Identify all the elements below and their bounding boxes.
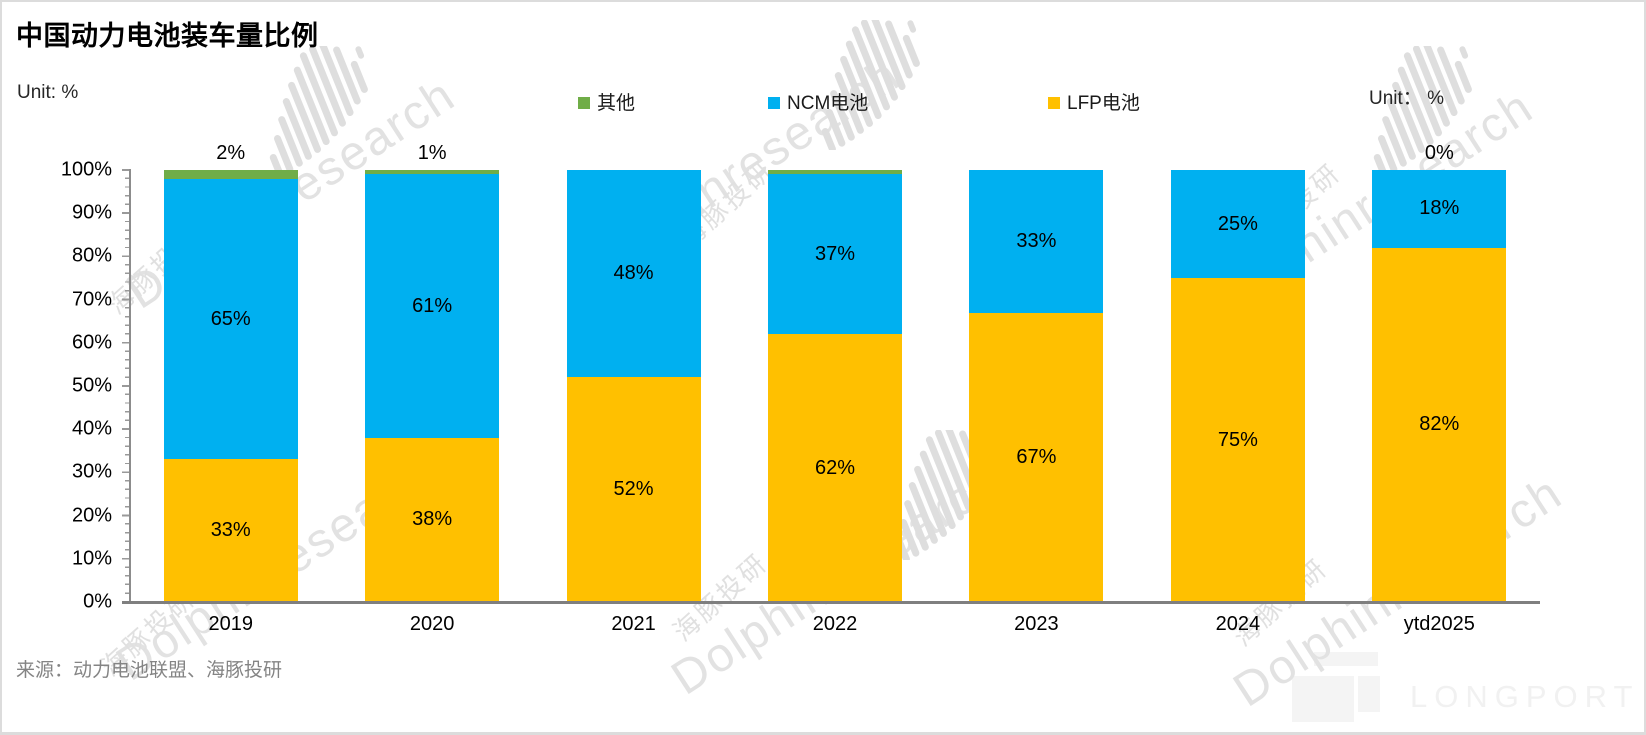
bar-segment-LFP电池-2021: 52% xyxy=(566,377,701,602)
longport-logo xyxy=(1292,652,1382,724)
x-category-label: 2023 xyxy=(1014,613,1059,635)
unit-label-left: Unit: % xyxy=(17,82,79,103)
x-category-label: 2021 xyxy=(611,613,656,635)
legend-label: LFP电池 xyxy=(1067,93,1140,114)
longport-logo-block xyxy=(1314,652,1378,666)
x-category-label: ytd2025 xyxy=(1403,613,1475,635)
longport-wordmark: LONGPORT xyxy=(1410,679,1640,714)
segment-value-label: 33% xyxy=(1016,229,1057,252)
bar-segment-NCM电池-2020: 61% xyxy=(365,174,500,438)
segment-value-label: 61% xyxy=(412,294,453,317)
segment-value-label: 75% xyxy=(1217,428,1258,451)
stacked-bar-2020: 61% 38% xyxy=(365,170,500,602)
segment-value-label: 37% xyxy=(814,242,856,265)
bar-segment-LFP电池-2019: 33% xyxy=(163,459,298,602)
legend-item: NCM电池 xyxy=(768,88,868,115)
legend-item: 其他 xyxy=(578,88,635,115)
segment-value-label: 38% xyxy=(412,508,453,531)
segment-value-label: 48% xyxy=(613,262,654,285)
stacked-bar-2024: 25% 75% xyxy=(1170,170,1305,602)
segment-value-label: 67% xyxy=(1016,445,1057,468)
bar-segment-LFP电池-2024: 75% xyxy=(1170,278,1305,602)
segment-value-label: 33% xyxy=(210,519,251,542)
y-axis-labels: 100% 90% 80% 70% 60% 50% 40% 30% 20% 10% 0% xyxy=(32,2,112,732)
stacked-bar-2019: 65% 33% xyxy=(163,170,298,602)
segment-value-label: 18% xyxy=(1419,197,1460,220)
y-tick-label: 50% xyxy=(71,374,112,397)
x-category-label: 2022 xyxy=(812,613,858,635)
segment-value-label: 62% xyxy=(814,456,856,479)
y-tick-label: 20% xyxy=(71,504,112,527)
bar-segment-LFP电池-2023: 67% xyxy=(969,312,1104,602)
y-tick-label: 30% xyxy=(71,460,112,483)
segment-value-label: 52% xyxy=(613,478,654,501)
longport-logo-block xyxy=(1358,676,1380,712)
longport-logo-block xyxy=(1292,676,1354,722)
x-axis-line xyxy=(122,600,1540,604)
stacked-bar-2022: 37% 62% xyxy=(768,170,902,602)
y-tick-label: 80% xyxy=(71,244,112,267)
bar-segment-LFP电池-2022: 62% xyxy=(768,334,902,602)
x-category-label: 2019 xyxy=(208,613,253,635)
segment-value-label: 65% xyxy=(210,307,251,330)
source-note: 来源：动力电池联盟、海豚投研 xyxy=(16,660,283,681)
bar-segment-NCM电池-ytd2025: 18% xyxy=(1372,170,1507,248)
bar-segment-其他-2022 xyxy=(768,170,902,175)
y-tick-label: 100% xyxy=(60,158,112,181)
segment-value-label: 82% xyxy=(1419,413,1460,436)
stacked-bar-ytd2025: 18% 82% xyxy=(1372,170,1507,602)
y-axis-major-ticks xyxy=(121,169,130,604)
above-bar-value-label: 1% xyxy=(417,142,447,164)
above-bar-value-label: 0% xyxy=(1424,142,1454,164)
y-tick-label: 10% xyxy=(71,547,112,570)
legend-swatch-icon xyxy=(578,96,590,109)
y-tick-label: 90% xyxy=(71,201,112,224)
bar-segment-NCM电池-2022: 37% xyxy=(768,174,902,335)
x-category-label: 2024 xyxy=(1215,613,1261,635)
y-tick-label: 70% xyxy=(71,288,112,311)
bar-segment-LFP电池-2020: 38% xyxy=(365,437,500,602)
legend-item: LFP电池 xyxy=(1048,88,1140,115)
y-tick-label: 0% xyxy=(83,590,112,613)
stacked-bar-2021: 48% 52% xyxy=(566,170,701,602)
legend-swatch-icon xyxy=(1048,96,1060,109)
legend-label: 其他 xyxy=(597,93,636,114)
bar-segment-NCM电池-2019: 65% xyxy=(163,178,298,460)
bar-segment-其他-2020 xyxy=(365,170,500,175)
bar-segment-NCM电池-2021: 48% xyxy=(566,170,701,378)
above-bar-value-label: 2% xyxy=(216,142,246,164)
legend-label: NCM电池 xyxy=(787,93,869,114)
legend-swatch-icon xyxy=(768,96,780,109)
stacked-bar-2023: 33% 67% xyxy=(969,170,1104,602)
y-axis-line xyxy=(129,169,132,603)
segment-value-label: 25% xyxy=(1217,212,1258,235)
y-tick-label: 40% xyxy=(71,417,112,440)
x-category-label: 2020 xyxy=(409,613,455,635)
bar-segment-其他-2019 xyxy=(163,170,298,179)
bar-segment-NCM电池-2023: 33% xyxy=(969,170,1104,313)
unit-label-right: Unit： % xyxy=(1369,88,1444,109)
page-title: 中国动力电池装车量比例 xyxy=(16,21,319,51)
bar-segment-LFP电池-ytd2025: 82% xyxy=(1372,247,1507,602)
y-tick-label: 60% xyxy=(71,331,112,354)
bar-segment-NCM电池-2024: 25% xyxy=(1170,170,1305,278)
